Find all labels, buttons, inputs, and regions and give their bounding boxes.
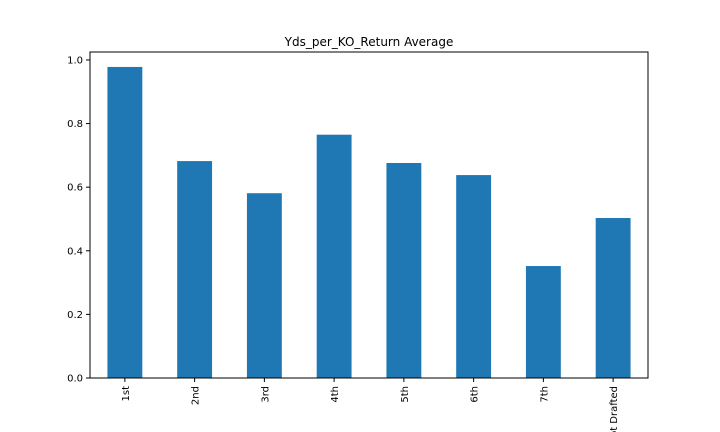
x-axis: 1st 2nd 3rd 4th 5th 6th 7th Not Drafted: [121, 378, 620, 432]
x-tick-label: 1st: [121, 386, 132, 402]
x-tick-label: 5th: [400, 386, 411, 403]
bar-1st: [107, 66, 143, 378]
x-tick-label: 2nd: [191, 386, 202, 405]
bar-6th: [456, 175, 492, 378]
bar-2nd: [177, 161, 213, 378]
y-axis: 0.0 0.2 0.4 0.6 0.8 1.0: [67, 55, 90, 385]
bar-not-drafted: [595, 218, 631, 378]
bar-5th: [386, 162, 422, 378]
y-tick-label: 0.8: [67, 119, 83, 130]
y-tick-label: 0.6: [67, 183, 83, 194]
bar-3rd: [246, 193, 282, 378]
x-tick-label: 4th: [330, 386, 341, 403]
x-tick-label: 3rd: [260, 386, 271, 403]
x-tick-label: 6th: [470, 386, 481, 403]
x-tick-label: 7th: [539, 386, 550, 403]
bar-7th: [525, 266, 561, 378]
bars-group: [107, 66, 631, 378]
bar-4th: [316, 134, 352, 378]
chart-title: Yds_per_KO_Return Average: [284, 35, 454, 49]
x-tick-label: Not Drafted: [609, 386, 620, 432]
y-tick-label: 0.4: [67, 246, 83, 257]
y-tick-label: 0.0: [67, 374, 83, 385]
y-tick-label: 0.2: [67, 310, 83, 321]
plot-frame: [89, 51, 649, 379]
y-tick-label: 1.0: [67, 55, 83, 66]
